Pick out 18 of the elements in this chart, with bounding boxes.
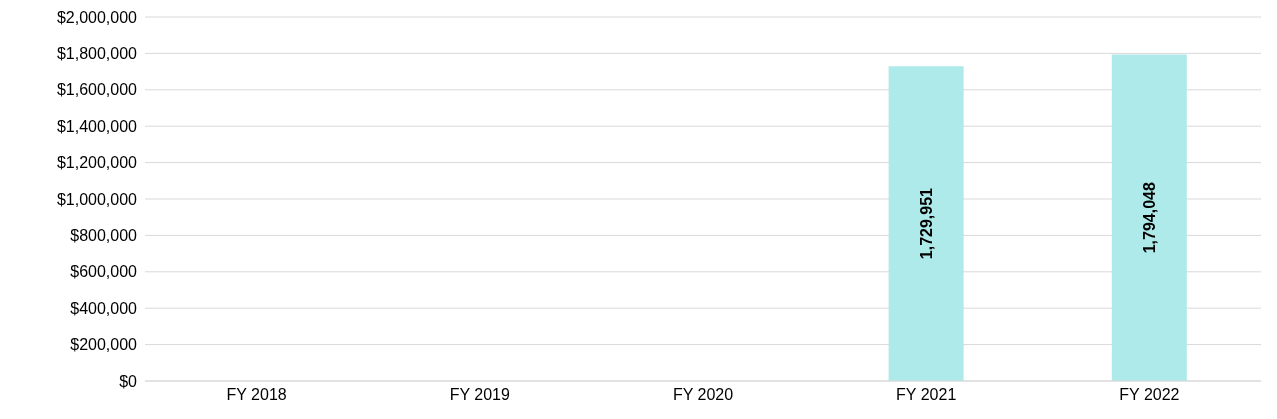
data-label: 1,729,951	[917, 187, 935, 260]
y-tick-label: $1,600,000	[56, 81, 138, 99]
y-tick-label: $1,800,000	[56, 45, 138, 63]
y-tick-label: $2,000,000	[56, 8, 138, 26]
y-tick-label: $1,200,000	[56, 154, 138, 172]
x-tick-label: FY 2019	[449, 386, 510, 404]
x-tick-label: FY 2022	[1119, 386, 1180, 404]
y-tick-label: $600,000	[70, 263, 138, 281]
data-label: 1,794,048	[1140, 182, 1158, 254]
y-tick-label: $800,000	[70, 227, 138, 245]
y-tick-label: $0	[119, 372, 138, 390]
y-tick-label: $200,000	[70, 336, 138, 354]
x-tick-label: FY 2020	[672, 386, 734, 404]
y-tick-label: $1,000,000	[56, 190, 138, 208]
y-tick-label: $400,000	[70, 299, 138, 317]
x-tick-label: FY 2018	[226, 386, 287, 404]
x-tick-label: FY 2021	[896, 386, 957, 404]
y-tick-label: $1,400,000	[56, 117, 138, 135]
